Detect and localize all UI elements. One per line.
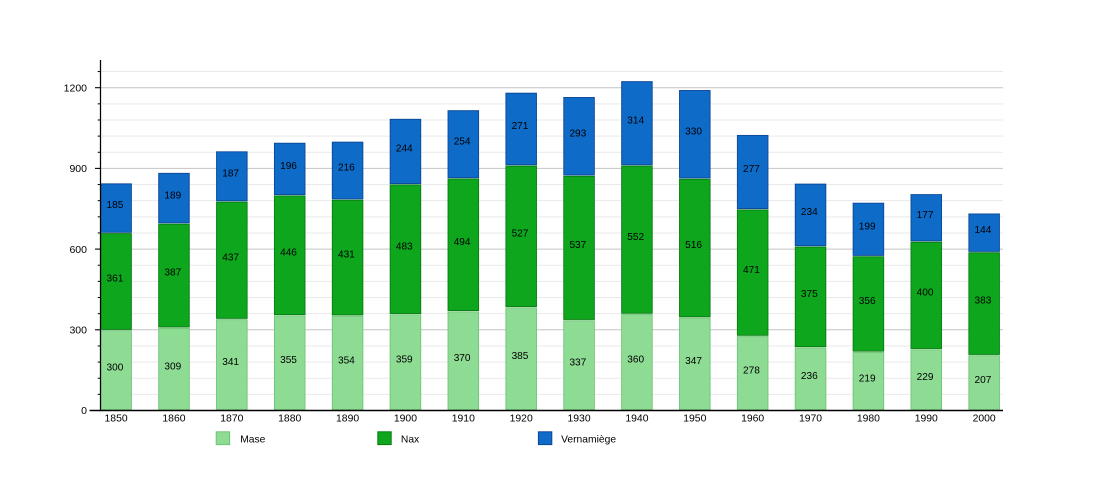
svg-text:177: 177 — [917, 210, 934, 221]
svg-text:516: 516 — [685, 240, 702, 251]
svg-text:1970: 1970 — [799, 414, 822, 425]
svg-text:2000: 2000 — [973, 414, 996, 425]
svg-text:370: 370 — [454, 353, 471, 364]
svg-text:1890: 1890 — [336, 414, 359, 425]
svg-text:216: 216 — [338, 163, 355, 174]
svg-text:0: 0 — [81, 405, 87, 417]
svg-text:300: 300 — [69, 325, 87, 337]
svg-text:1930: 1930 — [567, 414, 590, 425]
svg-text:219: 219 — [859, 373, 876, 384]
svg-text:309: 309 — [164, 361, 181, 372]
svg-text:1920: 1920 — [510, 414, 533, 425]
svg-text:1850: 1850 — [105, 414, 128, 425]
svg-text:337: 337 — [569, 358, 586, 369]
svg-text:446: 446 — [280, 247, 297, 258]
svg-text:360: 360 — [627, 354, 644, 365]
svg-text:277: 277 — [743, 164, 760, 175]
svg-text:354: 354 — [338, 355, 355, 366]
svg-text:1960: 1960 — [741, 414, 764, 425]
svg-text:361: 361 — [106, 274, 123, 285]
svg-text:185: 185 — [106, 200, 123, 211]
svg-text:300: 300 — [106, 363, 123, 374]
svg-text:527: 527 — [512, 228, 529, 239]
svg-text:400: 400 — [917, 288, 934, 299]
svg-text:483: 483 — [396, 241, 413, 252]
svg-text:387: 387 — [164, 268, 181, 279]
svg-text:254: 254 — [454, 136, 471, 147]
svg-text:900: 900 — [69, 163, 87, 175]
svg-text:187: 187 — [222, 168, 239, 179]
svg-text:383: 383 — [975, 296, 992, 307]
svg-text:1940: 1940 — [625, 414, 648, 425]
svg-text:537: 537 — [569, 240, 586, 251]
svg-text:1900: 1900 — [394, 414, 417, 425]
svg-text:471: 471 — [743, 265, 760, 276]
svg-text:271: 271 — [512, 121, 529, 132]
svg-text:229: 229 — [917, 372, 934, 383]
svg-text:244: 244 — [396, 144, 413, 155]
svg-text:196: 196 — [280, 161, 297, 172]
svg-text:355: 355 — [280, 355, 297, 366]
svg-text:Vernamiège: Vernamiège — [561, 434, 616, 445]
svg-text:314: 314 — [627, 115, 644, 126]
svg-text:431: 431 — [338, 250, 355, 261]
svg-text:330: 330 — [685, 126, 702, 137]
svg-text:1980: 1980 — [857, 414, 880, 425]
svg-text:199: 199 — [859, 221, 876, 232]
svg-text:552: 552 — [627, 232, 644, 243]
svg-text:144: 144 — [975, 225, 992, 236]
svg-text:1200: 1200 — [64, 82, 88, 94]
svg-text:1880: 1880 — [278, 414, 301, 425]
svg-text:293: 293 — [569, 128, 586, 139]
svg-text:1950: 1950 — [683, 414, 706, 425]
svg-text:207: 207 — [975, 375, 992, 386]
svg-text:356: 356 — [859, 296, 876, 307]
svg-text:Nax: Nax — [401, 434, 420, 445]
svg-text:600: 600 — [69, 244, 87, 256]
svg-text:494: 494 — [454, 237, 471, 248]
svg-text:189: 189 — [164, 190, 181, 201]
svg-text:341: 341 — [222, 357, 239, 368]
svg-text:236: 236 — [801, 371, 818, 382]
svg-text:359: 359 — [396, 355, 413, 366]
svg-text:Mase: Mase — [240, 434, 265, 445]
svg-text:1910: 1910 — [452, 414, 475, 425]
svg-text:1990: 1990 — [915, 414, 938, 425]
svg-text:347: 347 — [685, 356, 702, 367]
svg-text:278: 278 — [743, 366, 760, 377]
svg-text:1860: 1860 — [162, 414, 185, 425]
svg-text:375: 375 — [801, 289, 818, 300]
svg-text:385: 385 — [512, 351, 529, 362]
svg-text:1870: 1870 — [220, 414, 243, 425]
svg-text:234: 234 — [801, 207, 818, 218]
svg-text:437: 437 — [222, 252, 239, 263]
